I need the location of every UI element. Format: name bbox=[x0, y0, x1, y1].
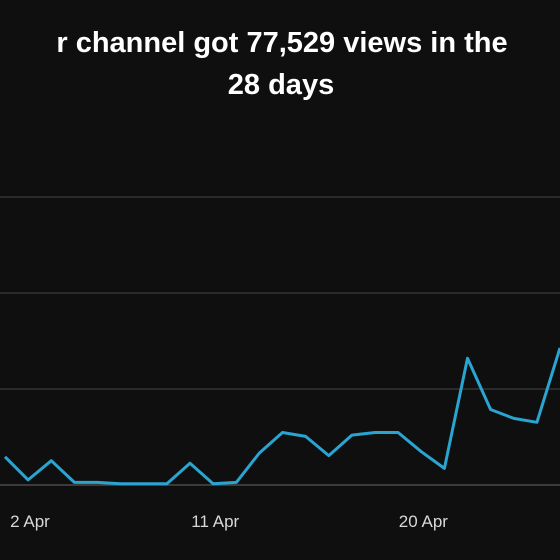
x-tick-label: 11 Apr bbox=[191, 512, 239, 531]
x-tick-label: 2 Apr bbox=[10, 512, 50, 531]
data-line bbox=[3, 347, 560, 486]
x-tick-label: 20 Apr bbox=[399, 512, 448, 531]
chart-title: r channel got 77,529 views in the bbox=[56, 27, 507, 59]
chart-title: 28 days bbox=[228, 69, 334, 101]
